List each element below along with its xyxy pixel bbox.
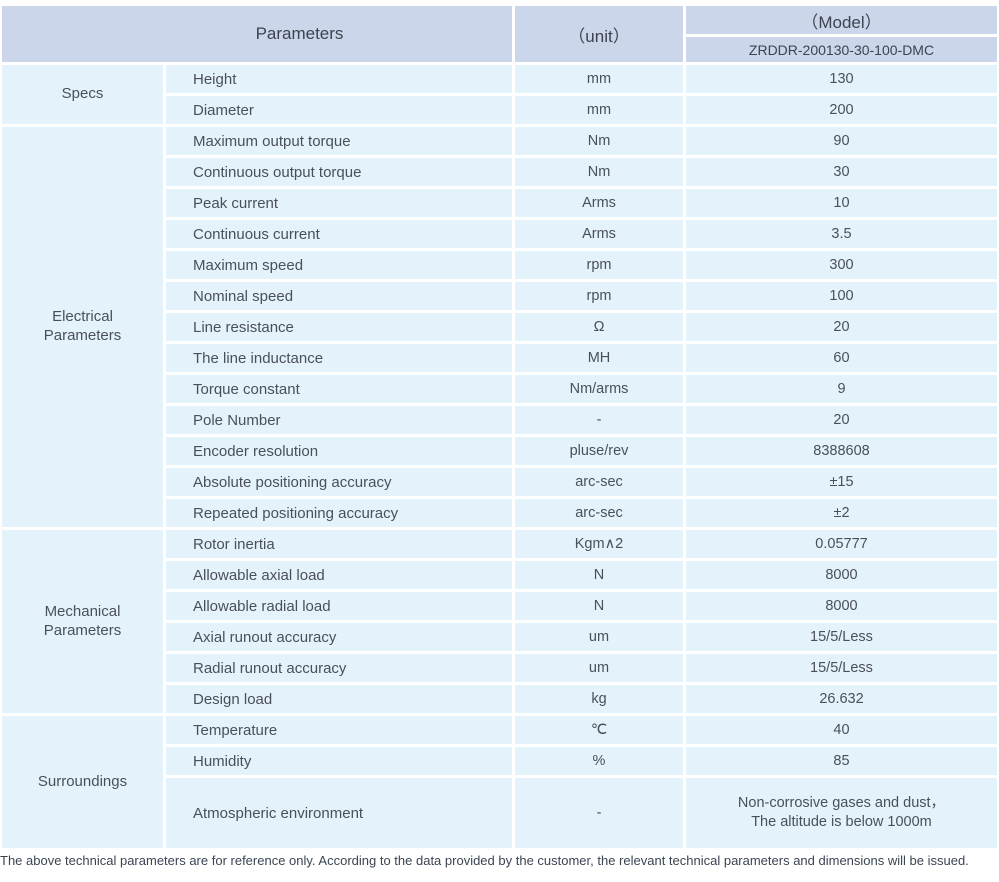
header-model: （Model） bbox=[686, 6, 997, 34]
param-name: Pole Number bbox=[166, 406, 512, 434]
param-name: Repeated positioning accuracy bbox=[166, 499, 512, 527]
param-name: Encoder resolution bbox=[166, 437, 512, 465]
param-unit: mm bbox=[515, 96, 683, 124]
param-unit: um bbox=[515, 654, 683, 682]
param-name: Maximum speed bbox=[166, 251, 512, 279]
param-name: Humidity bbox=[166, 747, 512, 775]
header-model-value: ZRDDR-200130-30-100-DMC bbox=[686, 37, 997, 62]
param-unit: - bbox=[515, 406, 683, 434]
spec-table: Parameters （unit） （Model） ZRDDR-200130-3… bbox=[2, 6, 997, 848]
footer-note: The above technical parameters are for r… bbox=[0, 853, 969, 868]
param-value: 15/5/Less bbox=[686, 654, 997, 682]
param-value: 300 bbox=[686, 251, 997, 279]
param-unit: kg bbox=[515, 685, 683, 713]
param-unit: N bbox=[515, 592, 683, 620]
param-unit: % bbox=[515, 747, 683, 775]
param-value: 26.632 bbox=[686, 685, 997, 713]
param-name: Allowable radial load bbox=[166, 592, 512, 620]
param-value: 8000 bbox=[686, 561, 997, 589]
param-value: 30 bbox=[686, 158, 997, 186]
param-name: Continuous output torque bbox=[166, 158, 512, 186]
param-value: 40 bbox=[686, 716, 997, 744]
param-unit: ℃ bbox=[515, 716, 683, 744]
param-unit: arc-sec bbox=[515, 468, 683, 496]
param-unit: Arms bbox=[515, 220, 683, 248]
param-unit: um bbox=[515, 623, 683, 651]
param-value: 8388608 bbox=[686, 437, 997, 465]
param-unit: rpm bbox=[515, 282, 683, 310]
param-value: 130 bbox=[686, 65, 997, 93]
param-name: Allowable axial load bbox=[166, 561, 512, 589]
param-value: 3.5 bbox=[686, 220, 997, 248]
param-value: Non-corrosive gases and dust， The altitu… bbox=[686, 778, 997, 848]
param-unit: Arms bbox=[515, 189, 683, 217]
param-name: Radial runout accuracy bbox=[166, 654, 512, 682]
param-name: Line resistance bbox=[166, 313, 512, 341]
param-value: 20 bbox=[686, 313, 997, 341]
param-unit: MH bbox=[515, 344, 683, 372]
section-label-specs: Specs bbox=[2, 65, 163, 124]
header-parameters: Parameters bbox=[2, 6, 512, 62]
param-name: The line inductance bbox=[166, 344, 512, 372]
param-name: Absolute positioning accuracy bbox=[166, 468, 512, 496]
param-unit: Nm bbox=[515, 127, 683, 155]
param-name: Peak current bbox=[166, 189, 512, 217]
param-unit: pluse/rev bbox=[515, 437, 683, 465]
section-label-electrical-parameters: Electrical Parameters bbox=[2, 127, 163, 527]
param-name: Torque constant bbox=[166, 375, 512, 403]
section-label-mechanical-parameters: Mechanical Parameters bbox=[2, 530, 163, 713]
param-name: Axial runout accuracy bbox=[166, 623, 512, 651]
param-value: 90 bbox=[686, 127, 997, 155]
param-name: Diameter bbox=[166, 96, 512, 124]
param-unit: rpm bbox=[515, 251, 683, 279]
param-name: Design load bbox=[166, 685, 512, 713]
param-name: Rotor inertia bbox=[166, 530, 512, 558]
param-unit: Kgm∧2 bbox=[515, 530, 683, 558]
param-unit: N bbox=[515, 561, 683, 589]
param-value: 60 bbox=[686, 344, 997, 372]
param-unit: - bbox=[515, 778, 683, 848]
param-name: Height bbox=[166, 65, 512, 93]
param-value: 8000 bbox=[686, 592, 997, 620]
param-value: 85 bbox=[686, 747, 997, 775]
param-unit: Nm bbox=[515, 158, 683, 186]
param-name: Nominal speed bbox=[166, 282, 512, 310]
param-unit: mm bbox=[515, 65, 683, 93]
param-unit: arc-sec bbox=[515, 499, 683, 527]
param-value: ±15 bbox=[686, 468, 997, 496]
param-value: 100 bbox=[686, 282, 997, 310]
param-value: 200 bbox=[686, 96, 997, 124]
param-name: Continuous current bbox=[166, 220, 512, 248]
param-value: 0.05777 bbox=[686, 530, 997, 558]
param-unit: Ω bbox=[515, 313, 683, 341]
param-name: Maximum output torque bbox=[166, 127, 512, 155]
header-unit: （unit） bbox=[515, 6, 683, 62]
param-value: ±2 bbox=[686, 499, 997, 527]
param-value: 20 bbox=[686, 406, 997, 434]
param-name: Temperature bbox=[166, 716, 512, 744]
param-value: 15/5/Less bbox=[686, 623, 997, 651]
param-name: Atmospheric environment bbox=[166, 778, 512, 848]
section-label-surroundings: Surroundings bbox=[2, 716, 163, 848]
param-value: 10 bbox=[686, 189, 997, 217]
param-value: 9 bbox=[686, 375, 997, 403]
param-unit: Nm/arms bbox=[515, 375, 683, 403]
